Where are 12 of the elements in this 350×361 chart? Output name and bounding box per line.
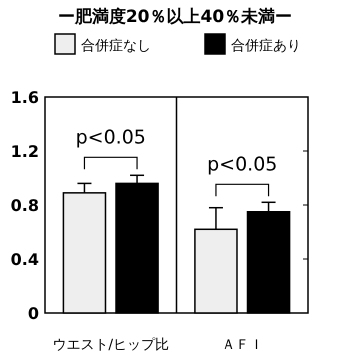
x-tick-label: ＡＦＩ xyxy=(221,337,264,353)
annotation: p<0.05 xyxy=(207,153,278,176)
y-tick-label: 0 xyxy=(28,304,39,323)
y-tick-label: 0.4 xyxy=(10,250,39,269)
y-tick-label: 0.8 xyxy=(10,196,39,215)
legend-label: 合併症なし xyxy=(81,38,151,54)
y-tick-label: 1.6 xyxy=(10,88,39,107)
x-tick-label: ウエスト/ヒップ比 xyxy=(52,337,170,353)
chart-title: ー肥満度20％以上40％未満ー xyxy=(58,7,292,27)
y-tick-label: 1.2 xyxy=(10,142,39,161)
annotation: p<0.05 xyxy=(76,126,146,148)
legend-label: 合併症あり xyxy=(231,38,301,54)
